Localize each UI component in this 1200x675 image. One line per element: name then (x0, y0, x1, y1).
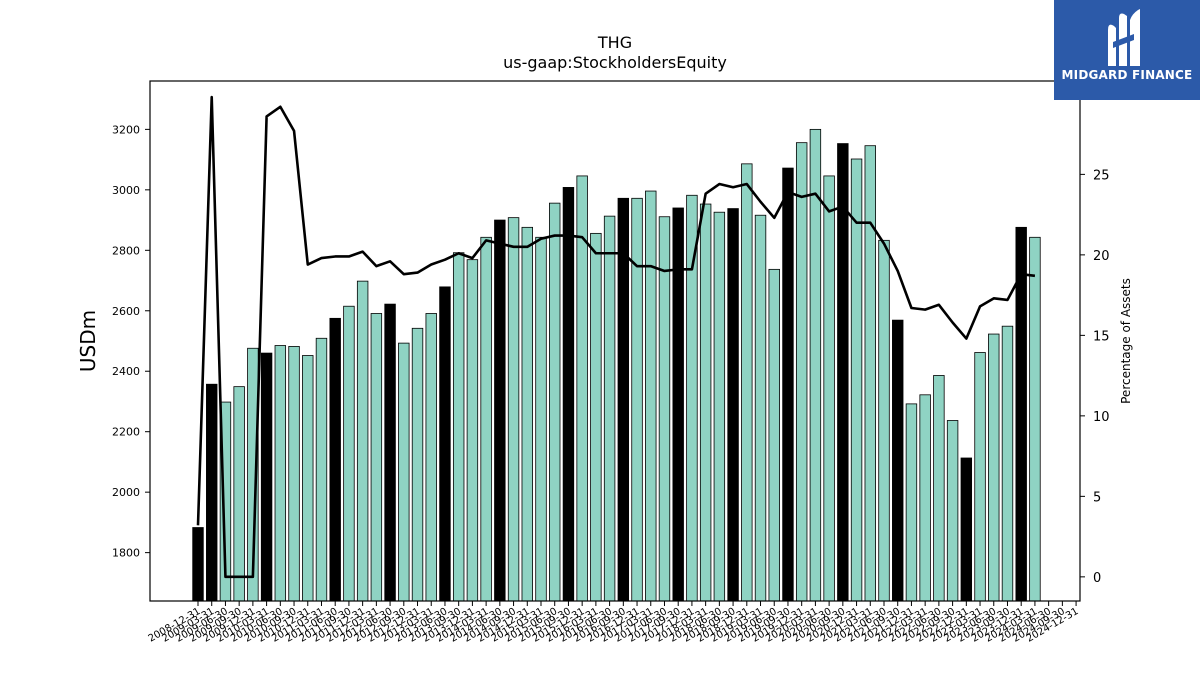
bar-2016-12-31 (631, 197, 643, 602)
bar-2010-06-30 (274, 345, 287, 602)
bar-2011-03-31 (315, 337, 328, 602)
bar-2016-03-31 (590, 232, 602, 602)
bar-2023-06-30 (988, 333, 1000, 602)
y-axis-right: 0 5 10 15 20 25 (1080, 168, 1110, 586)
bar-2014-09-30 (507, 217, 520, 602)
y-right-tick-label: 15 (1093, 329, 1110, 344)
y-right-tick-label: 5 (1093, 490, 1101, 505)
plot-frame (149, 80, 1081, 602)
bar-2011-12-31 (356, 280, 369, 602)
bar-2019-06-30 (768, 268, 780, 602)
bar-2010-09-30 (288, 346, 300, 602)
chart-subtitle: us-gaap:StockholdersEquity (503, 53, 727, 72)
bar-2015-06-30 (549, 202, 561, 602)
bar-2014-06-30 (494, 219, 506, 602)
bar-2011-06-30 (329, 317, 341, 602)
bar-2024-03-31 (1029, 236, 1041, 602)
bar-2010-03-31 (260, 352, 273, 602)
y-tick-label: 3200 (112, 123, 140, 136)
bar-2009-09-30 (233, 386, 245, 602)
y-axis-label: USDm (76, 310, 100, 372)
bar-2015-03-31 (535, 236, 547, 602)
line-series (196, 95, 1036, 579)
bar-2012-09-30 (398, 342, 410, 602)
x-axis: 2008-12-312009-03-312009-06-302009-09-30… (147, 601, 1081, 645)
bar-2023-03-31 (974, 352, 986, 602)
bar-2013-12-31 (466, 259, 479, 602)
y-right-tick-label: 25 (1093, 168, 1110, 183)
bar-2013-09-30 (452, 252, 465, 602)
bar-2021-12-31 (905, 403, 918, 602)
bar-series (192, 128, 1041, 602)
bar-2018-03-31 (699, 203, 712, 602)
bar-2016-09-30 (617, 197, 630, 602)
bar-2014-12-31 (521, 226, 533, 602)
bar-2018-09-30 (727, 208, 739, 602)
y-tick-label: 1800 (112, 547, 140, 560)
bar-2022-12-31 (960, 457, 973, 602)
y-axis-left: 1800 2000 2200 2400 2600 2800 3000 3200 (112, 123, 150, 560)
bar-2013-06-30 (439, 286, 451, 602)
bar-2008-12-31 (192, 527, 204, 602)
y-right-tick-label: 10 (1093, 410, 1110, 425)
bar-2019-12-31 (795, 142, 808, 602)
bar-2015-09-30 (562, 187, 575, 602)
bar-2014-03-31 (480, 236, 492, 602)
bar-2023-09-30 (1001, 325, 1014, 602)
chart-title: THG (597, 33, 632, 52)
bar-2022-09-30 (946, 420, 959, 602)
bar-2016-06-30 (603, 215, 616, 602)
bar-2017-03-31 (645, 190, 657, 602)
brand-logo: MIDGARD FINANCE (1054, 0, 1200, 100)
y-tick-label: 3000 (112, 184, 140, 197)
bar-2009-03-31 (206, 383, 218, 602)
y-tick-label: 2600 (112, 305, 140, 318)
bar-2020-12-31 (850, 158, 863, 602)
bar-2021-09-30 (892, 319, 904, 602)
y-right-tick-label: 0 (1093, 571, 1101, 586)
percentage-line (196, 95, 1036, 579)
bar-2022-06-30 (933, 375, 945, 602)
bar-2017-06-30 (658, 216, 671, 602)
midgard-m-icon (1108, 9, 1140, 67)
bar-2019-03-31 (754, 214, 767, 602)
y-tick-label: 2800 (112, 244, 140, 257)
brand-name: MIDGARD FINANCE (1061, 68, 1193, 82)
y-right-tick-label: 20 (1093, 249, 1110, 264)
bar-2021-06-30 (878, 239, 890, 602)
bar-2020-06-30 (823, 175, 835, 602)
bar-2013-03-31 (425, 313, 437, 602)
bar-2022-03-31 (919, 394, 931, 602)
bar-2018-06-30 (713, 211, 726, 602)
y-axis-right-label: Percentage of Assets (1119, 278, 1133, 404)
bar-2019-09-30 (782, 167, 794, 602)
y-tick-label: 2000 (112, 486, 140, 499)
bar-2012-12-31 (411, 327, 424, 602)
bar-2021-03-31 (864, 145, 876, 602)
bar-2018-12-31 (741, 163, 753, 602)
bar-2012-06-30 (384, 303, 396, 602)
y-tick-label: 2200 (112, 426, 140, 439)
bar-2010-12-31 (302, 355, 314, 602)
bar-2017-09-30 (672, 207, 684, 602)
bar-2012-03-31 (370, 313, 383, 602)
bar-2011-09-30 (343, 305, 355, 602)
y-tick-label: 2400 (112, 365, 140, 378)
